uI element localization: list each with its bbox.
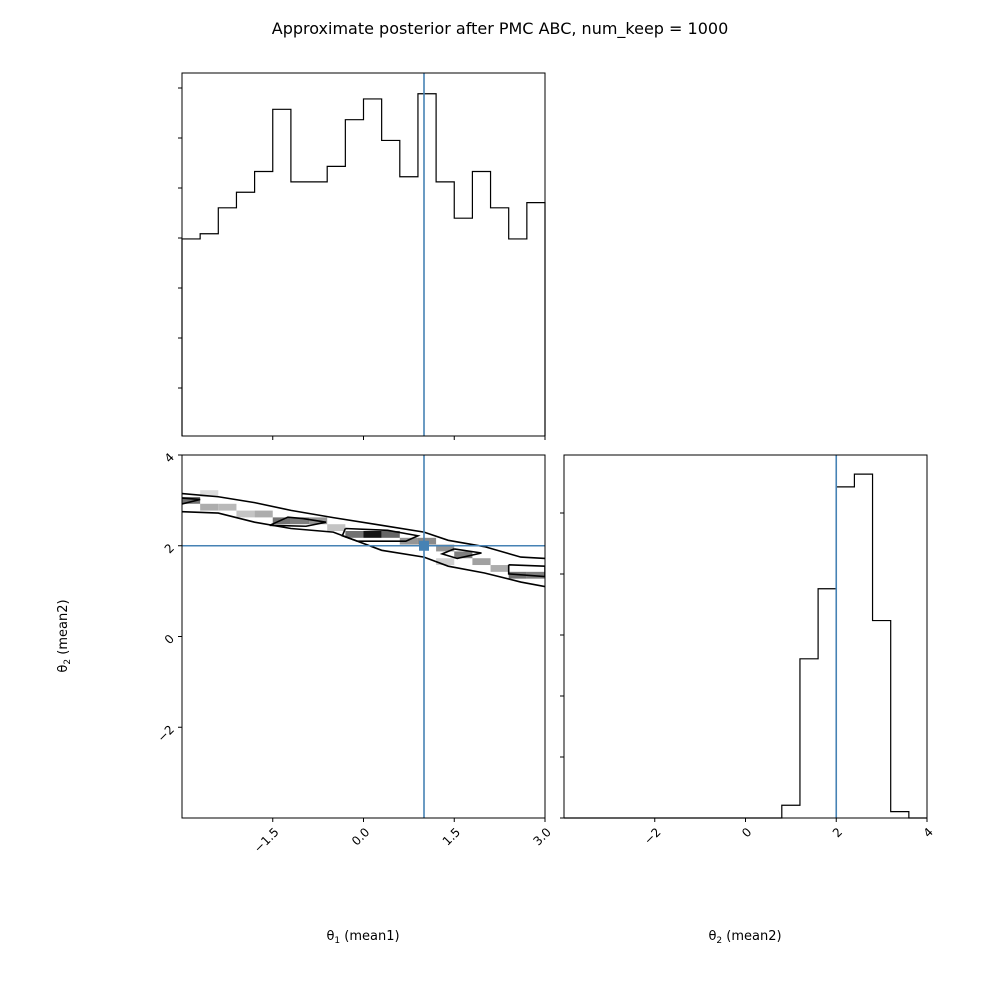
x-axis-label-theta1: θ1 (mean1): [326, 929, 399, 946]
hist2-x-tick-label: −2: [641, 825, 663, 847]
contour-line: [182, 497, 201, 505]
density-cell: [200, 503, 219, 511]
joint-y-tick-label: −2: [155, 722, 177, 744]
density-cell: [182, 496, 201, 504]
histogram-theta1-steps: [181, 93, 546, 436]
density-cell: [236, 510, 255, 518]
hist2-x-tick-label: 0: [739, 825, 754, 840]
density-cell: [327, 524, 346, 532]
joint-y-tick-label: 0: [162, 632, 177, 647]
contour-line: [507, 564, 545, 578]
truth-marker: [419, 540, 429, 551]
chart-title: Approximate posterior after PMC ABC, num…: [272, 19, 729, 39]
contour-line: [341, 527, 421, 543]
histogram-theta2-panel: −2 0 2 4: [560, 454, 936, 847]
density-cell: [290, 517, 310, 525]
histogram-theta2-steps: [564, 473, 927, 819]
joint-x-tick-label: 3.0: [531, 825, 554, 848]
density-cell: [399, 537, 418, 545]
contour-line: [182, 510, 545, 588]
density-cell: [472, 558, 491, 566]
histogram-theta1-frame: [181, 72, 546, 437]
density-cell: [254, 510, 273, 518]
density-cell: [436, 544, 455, 552]
contour-line: [439, 548, 482, 560]
density-cell: [490, 565, 509, 572]
joint-density-panel: −1.5 0.0 1.5 3.0 −2 0 2 4: [155, 450, 554, 855]
joint-x-tick-label: −1.5: [251, 825, 282, 856]
joint-x-tick-label: 1.5: [440, 825, 463, 848]
hist2-x-tick-label: 2: [830, 825, 845, 840]
joint-y-tick-label: 2: [162, 541, 177, 556]
density-cell: [345, 531, 364, 538]
density-cell: [200, 490, 219, 497]
y-axis-label-theta2: θ2 (mean2): [56, 599, 73, 672]
x-axis-label-theta2: θ2 (mean2): [708, 929, 781, 946]
joint-x-tick-label: 0.0: [349, 825, 372, 848]
density-cell: [381, 531, 400, 538]
density-cell: [363, 531, 382, 538]
density-cell: [218, 503, 237, 511]
joint-density-content: [182, 490, 545, 588]
histogram-theta1-panel: [178, 72, 546, 440]
density-cell: [272, 517, 291, 525]
contour-line: [182, 492, 545, 560]
density-cell: [436, 558, 455, 566]
contour-line: [269, 516, 327, 528]
hist2-x-tick-label: 4: [921, 825, 936, 840]
joint-y-tick-label: 4: [162, 450, 177, 465]
density-cell: [454, 551, 473, 559]
